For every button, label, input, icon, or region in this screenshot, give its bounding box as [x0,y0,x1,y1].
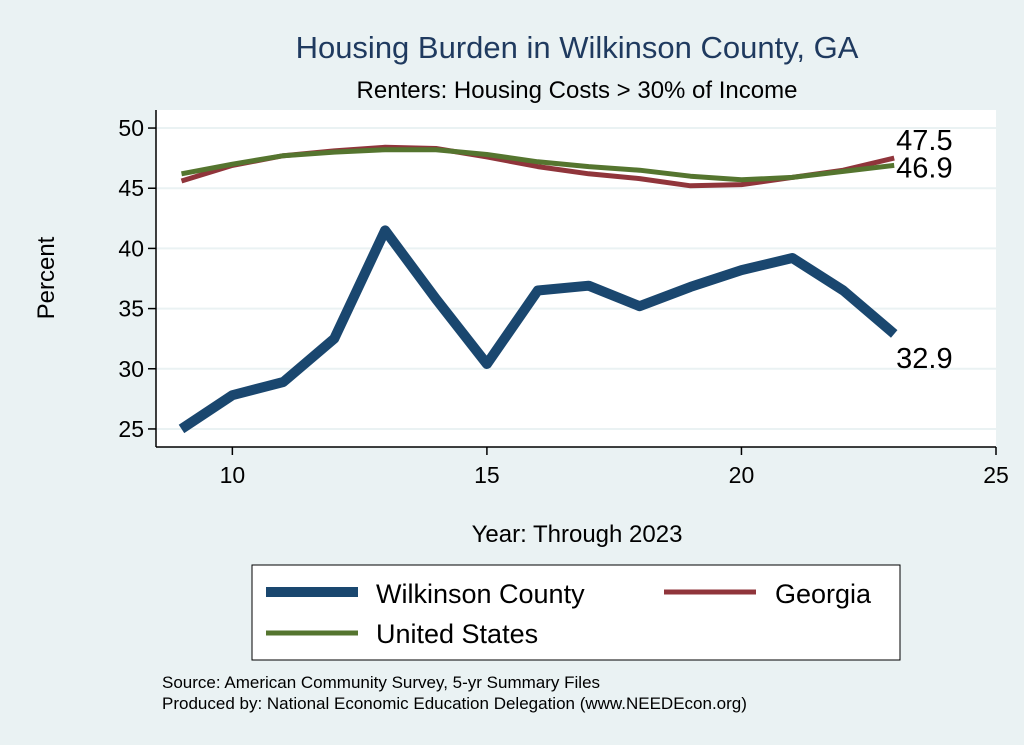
y-tick-label-35: 35 [118,296,144,322]
y-axis-title: Percent [33,236,60,319]
y-tick-label-45: 45 [118,175,144,201]
series-line-united-states [181,147,895,183]
chart-subtitle: Renters: Housing Costs > 30% of Income [357,77,798,104]
y-tick-label-25: 25 [118,416,144,442]
series-line-wilkinson-county [178,225,898,434]
legend-label-united-states: United States [376,619,538,649]
y-tick-label-40: 40 [118,235,144,261]
x-tick-label-25: 25 [983,462,1009,488]
y-tick-label-30: 30 [118,356,144,382]
series-layer [178,144,898,434]
legend-box [251,564,901,661]
x-tick-label-15: 15 [474,462,500,488]
x-tick-label-20: 20 [729,462,755,488]
legend-label-georgia: Georgia [775,579,872,609]
x-tick-label-10: 10 [220,462,246,488]
axes-layer: 25 30 35 40 45 50 10 15 20 25 [118,110,1009,488]
plot-area [156,110,996,447]
y-tick-label-50: 50 [118,115,144,141]
legend-label-wilkinson-county: Wilkinson County [376,579,585,609]
source-note: Source: American Community Survey, 5-yr … [162,673,600,692]
end-label-wilkinson-county: 32.9 [896,343,952,375]
end-label-georgia: 47.5 [896,125,952,157]
end-label-united-states: 46.9 [896,152,952,184]
labels-layer: 32.9 47.546.9 [896,125,952,375]
legend: Wilkinson County Georgia United States [251,564,901,661]
chart-title: Housing Burden in Wilkinson County, GA [296,30,859,65]
producer-note: Produced by: National Economic Education… [162,694,747,713]
x-axis-title: Year: Through 2023 [472,521,683,548]
